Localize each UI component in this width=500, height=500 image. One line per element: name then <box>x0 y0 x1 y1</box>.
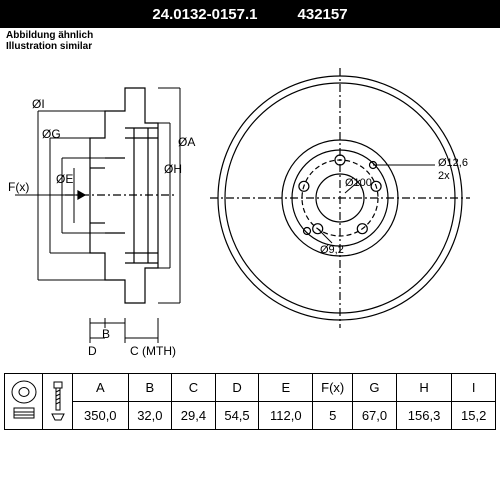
spec-table: A B C D E F(x) G H I 350,0 32,0 29,4 54,… <box>4 373 496 430</box>
label-o126: Ø12,6 <box>438 157 468 169</box>
table-header-row: A B C D E F(x) G H I <box>5 374 496 402</box>
label-og: ØG <box>42 127 61 141</box>
diagram-svg: ØI ØG ØE ØH ØA F(x) B D C (MTH) Ø100 Ø9,… <box>0 48 500 378</box>
val-f: 5 <box>313 402 353 430</box>
label-oh: ØH <box>164 162 182 176</box>
val-a: 350,0 <box>73 402 129 430</box>
label-o92: Ø9,2 <box>320 244 344 256</box>
disc-icon-cell <box>5 374 43 430</box>
val-d: 54,5 <box>215 402 259 430</box>
val-b: 32,0 <box>128 402 172 430</box>
val-e: 112,0 <box>259 402 313 430</box>
disc-icon <box>9 378 39 422</box>
header-bar: 24.0132-0157.1 432157 <box>0 0 500 28</box>
label-2x: 2x <box>438 170 450 182</box>
label-d: D <box>88 344 97 358</box>
col-h: H <box>396 374 452 402</box>
label-oi: ØI <box>32 97 45 111</box>
col-f: F(x) <box>313 374 353 402</box>
val-c: 29,4 <box>172 402 216 430</box>
val-h: 156,3 <box>396 402 452 430</box>
val-g: 67,0 <box>353 402 397 430</box>
part-number: 24.0132-0157.1 <box>152 6 257 23</box>
technical-diagram: ØI ØG ØE ØH ØA F(x) B D C (MTH) Ø100 Ø9,… <box>0 48 500 378</box>
col-e: E <box>259 374 313 402</box>
label-fx: F(x) <box>8 180 29 194</box>
label-oe: ØE <box>56 172 73 186</box>
col-a: A <box>73 374 129 402</box>
label-c: C (MTH) <box>130 344 176 358</box>
table-value-row: 350,0 32,0 29,4 54,5 112,0 5 67,0 156,3 … <box>5 402 496 430</box>
val-i: 15,2 <box>452 402 496 430</box>
ref-number: 432157 <box>298 6 348 23</box>
subtitle-line1: Abbildung ähnlich <box>6 30 93 41</box>
label-oa: ØA <box>178 135 195 149</box>
col-c: C <box>172 374 216 402</box>
bolt-icon-cell <box>43 374 73 430</box>
spec-table-container: A B C D E F(x) G H I 350,0 32,0 29,4 54,… <box>4 373 496 430</box>
bolt-icon <box>47 378 69 422</box>
col-i: I <box>452 374 496 402</box>
col-d: D <box>215 374 259 402</box>
col-b: B <box>128 374 172 402</box>
label-o100: Ø100 <box>345 177 372 189</box>
col-g: G <box>353 374 397 402</box>
label-b: B <box>102 327 110 341</box>
